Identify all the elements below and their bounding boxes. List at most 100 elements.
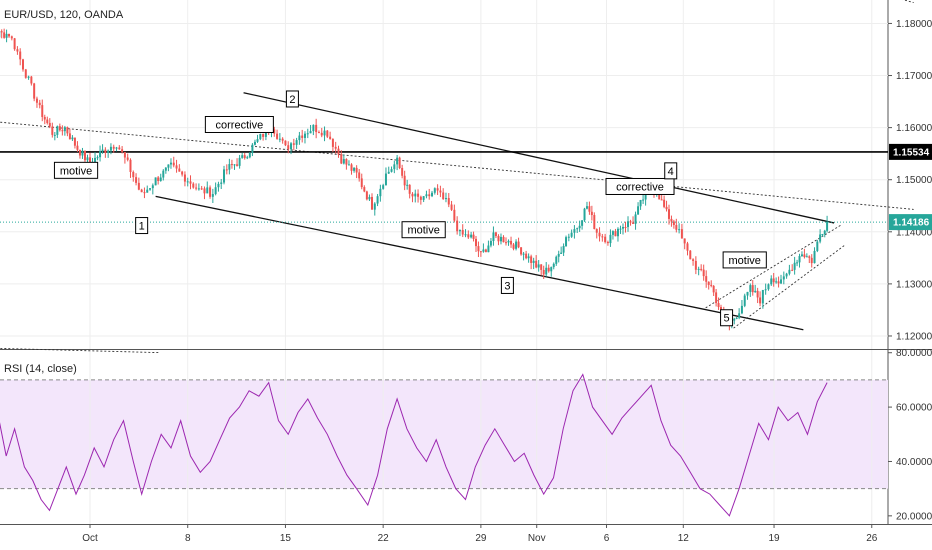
candle-body bbox=[360, 178, 363, 188]
candle-body bbox=[403, 175, 406, 186]
candle-body bbox=[675, 225, 678, 230]
candle-body bbox=[347, 164, 350, 166]
candle-body bbox=[540, 264, 543, 270]
candle-body bbox=[107, 150, 110, 153]
candle-body bbox=[197, 188, 200, 190]
candle-body bbox=[733, 318, 736, 321]
candle-body bbox=[629, 221, 632, 223]
candle-body bbox=[697, 268, 700, 270]
candle-body bbox=[140, 189, 143, 193]
candle-body bbox=[363, 187, 366, 192]
annotation-text: 2 bbox=[289, 94, 295, 106]
candle-body bbox=[547, 267, 550, 272]
candle-body bbox=[431, 192, 434, 197]
candle-body bbox=[172, 162, 175, 166]
candle-body bbox=[89, 157, 91, 165]
candle-body bbox=[66, 127, 69, 134]
candle-body bbox=[570, 232, 573, 237]
candle-body bbox=[627, 221, 630, 228]
candle-body bbox=[788, 269, 791, 274]
candle-body bbox=[576, 228, 579, 230]
candle-body bbox=[251, 144, 254, 153]
candle-body bbox=[808, 256, 811, 258]
annotation-text: 5 bbox=[724, 313, 730, 325]
candle-body bbox=[13, 38, 16, 50]
annotation-text: corrective bbox=[216, 119, 264, 131]
candle-body bbox=[320, 132, 323, 136]
candle-body bbox=[660, 199, 663, 201]
candle-body bbox=[585, 206, 588, 209]
time-tick-label: 15 bbox=[280, 533, 292, 544]
candle-body bbox=[228, 164, 231, 170]
candle-body bbox=[401, 167, 404, 176]
candle-body bbox=[683, 238, 686, 244]
candle-body bbox=[738, 313, 741, 318]
price-tag: 1.15534 bbox=[889, 143, 932, 160]
candle-body bbox=[477, 246, 480, 252]
candle-body bbox=[497, 236, 500, 242]
annotation-box bbox=[722, 251, 767, 269]
candle-body bbox=[48, 122, 51, 127]
time-tick-label: 12 bbox=[678, 533, 690, 544]
candle-body bbox=[287, 145, 290, 150]
candle-body bbox=[126, 157, 129, 160]
time-tick-label: 26 bbox=[866, 533, 878, 544]
annotation-text: motive bbox=[729, 255, 761, 267]
candle-body bbox=[805, 256, 808, 258]
candle-body bbox=[292, 143, 295, 145]
candle-body bbox=[109, 146, 112, 151]
time-tick-label: 19 bbox=[768, 533, 780, 544]
candle-body bbox=[542, 269, 545, 275]
price-tick-label: 1.16000 bbox=[896, 123, 932, 134]
candle-body bbox=[775, 281, 778, 283]
candle-body bbox=[751, 285, 754, 293]
candle-body bbox=[487, 245, 490, 253]
candle-body bbox=[312, 124, 315, 132]
candle-body bbox=[295, 140, 298, 145]
trendline-long-trend bbox=[0, 121, 914, 210]
candle-body bbox=[525, 253, 528, 259]
candle-body bbox=[51, 126, 54, 135]
candle-body bbox=[785, 273, 788, 277]
candle-body bbox=[712, 285, 715, 293]
candle-body bbox=[565, 237, 568, 247]
candle-body bbox=[3, 32, 6, 38]
candle-body bbox=[370, 196, 373, 210]
candle-body bbox=[118, 147, 121, 150]
candle-body bbox=[253, 141, 256, 145]
candle-body bbox=[104, 149, 107, 153]
candle-body bbox=[217, 183, 220, 188]
candle-body bbox=[510, 240, 513, 245]
time-tick-label: 8 bbox=[185, 533, 191, 544]
candle-body bbox=[715, 292, 718, 304]
candle-body bbox=[353, 167, 356, 171]
candle-body bbox=[53, 134, 56, 136]
candle-body bbox=[192, 183, 195, 188]
annotation-text: 4 bbox=[668, 166, 674, 178]
candle-body bbox=[189, 181, 192, 184]
candle-body bbox=[186, 181, 189, 183]
candle-body bbox=[162, 170, 165, 178]
candle-body bbox=[135, 177, 138, 183]
candle-body bbox=[365, 191, 368, 200]
candle-body bbox=[595, 228, 598, 233]
candle-body bbox=[767, 284, 770, 290]
annotation-box bbox=[401, 221, 446, 239]
candle-body bbox=[611, 231, 614, 235]
candle-body bbox=[816, 241, 819, 251]
candle-body bbox=[560, 252, 563, 254]
candle-body bbox=[230, 164, 233, 166]
candle-body bbox=[281, 138, 284, 141]
candle-body bbox=[58, 126, 61, 131]
candle-body bbox=[342, 159, 345, 164]
candle-body bbox=[408, 184, 411, 194]
annotation-box bbox=[500, 276, 514, 294]
candle-body bbox=[0, 31, 3, 33]
candle-body bbox=[535, 260, 538, 268]
candle-body bbox=[606, 242, 609, 244]
candle-body bbox=[581, 220, 584, 226]
candle-body bbox=[583, 208, 586, 221]
candle-body bbox=[137, 182, 140, 190]
candle-body bbox=[621, 227, 624, 229]
candle-body bbox=[464, 234, 467, 236]
